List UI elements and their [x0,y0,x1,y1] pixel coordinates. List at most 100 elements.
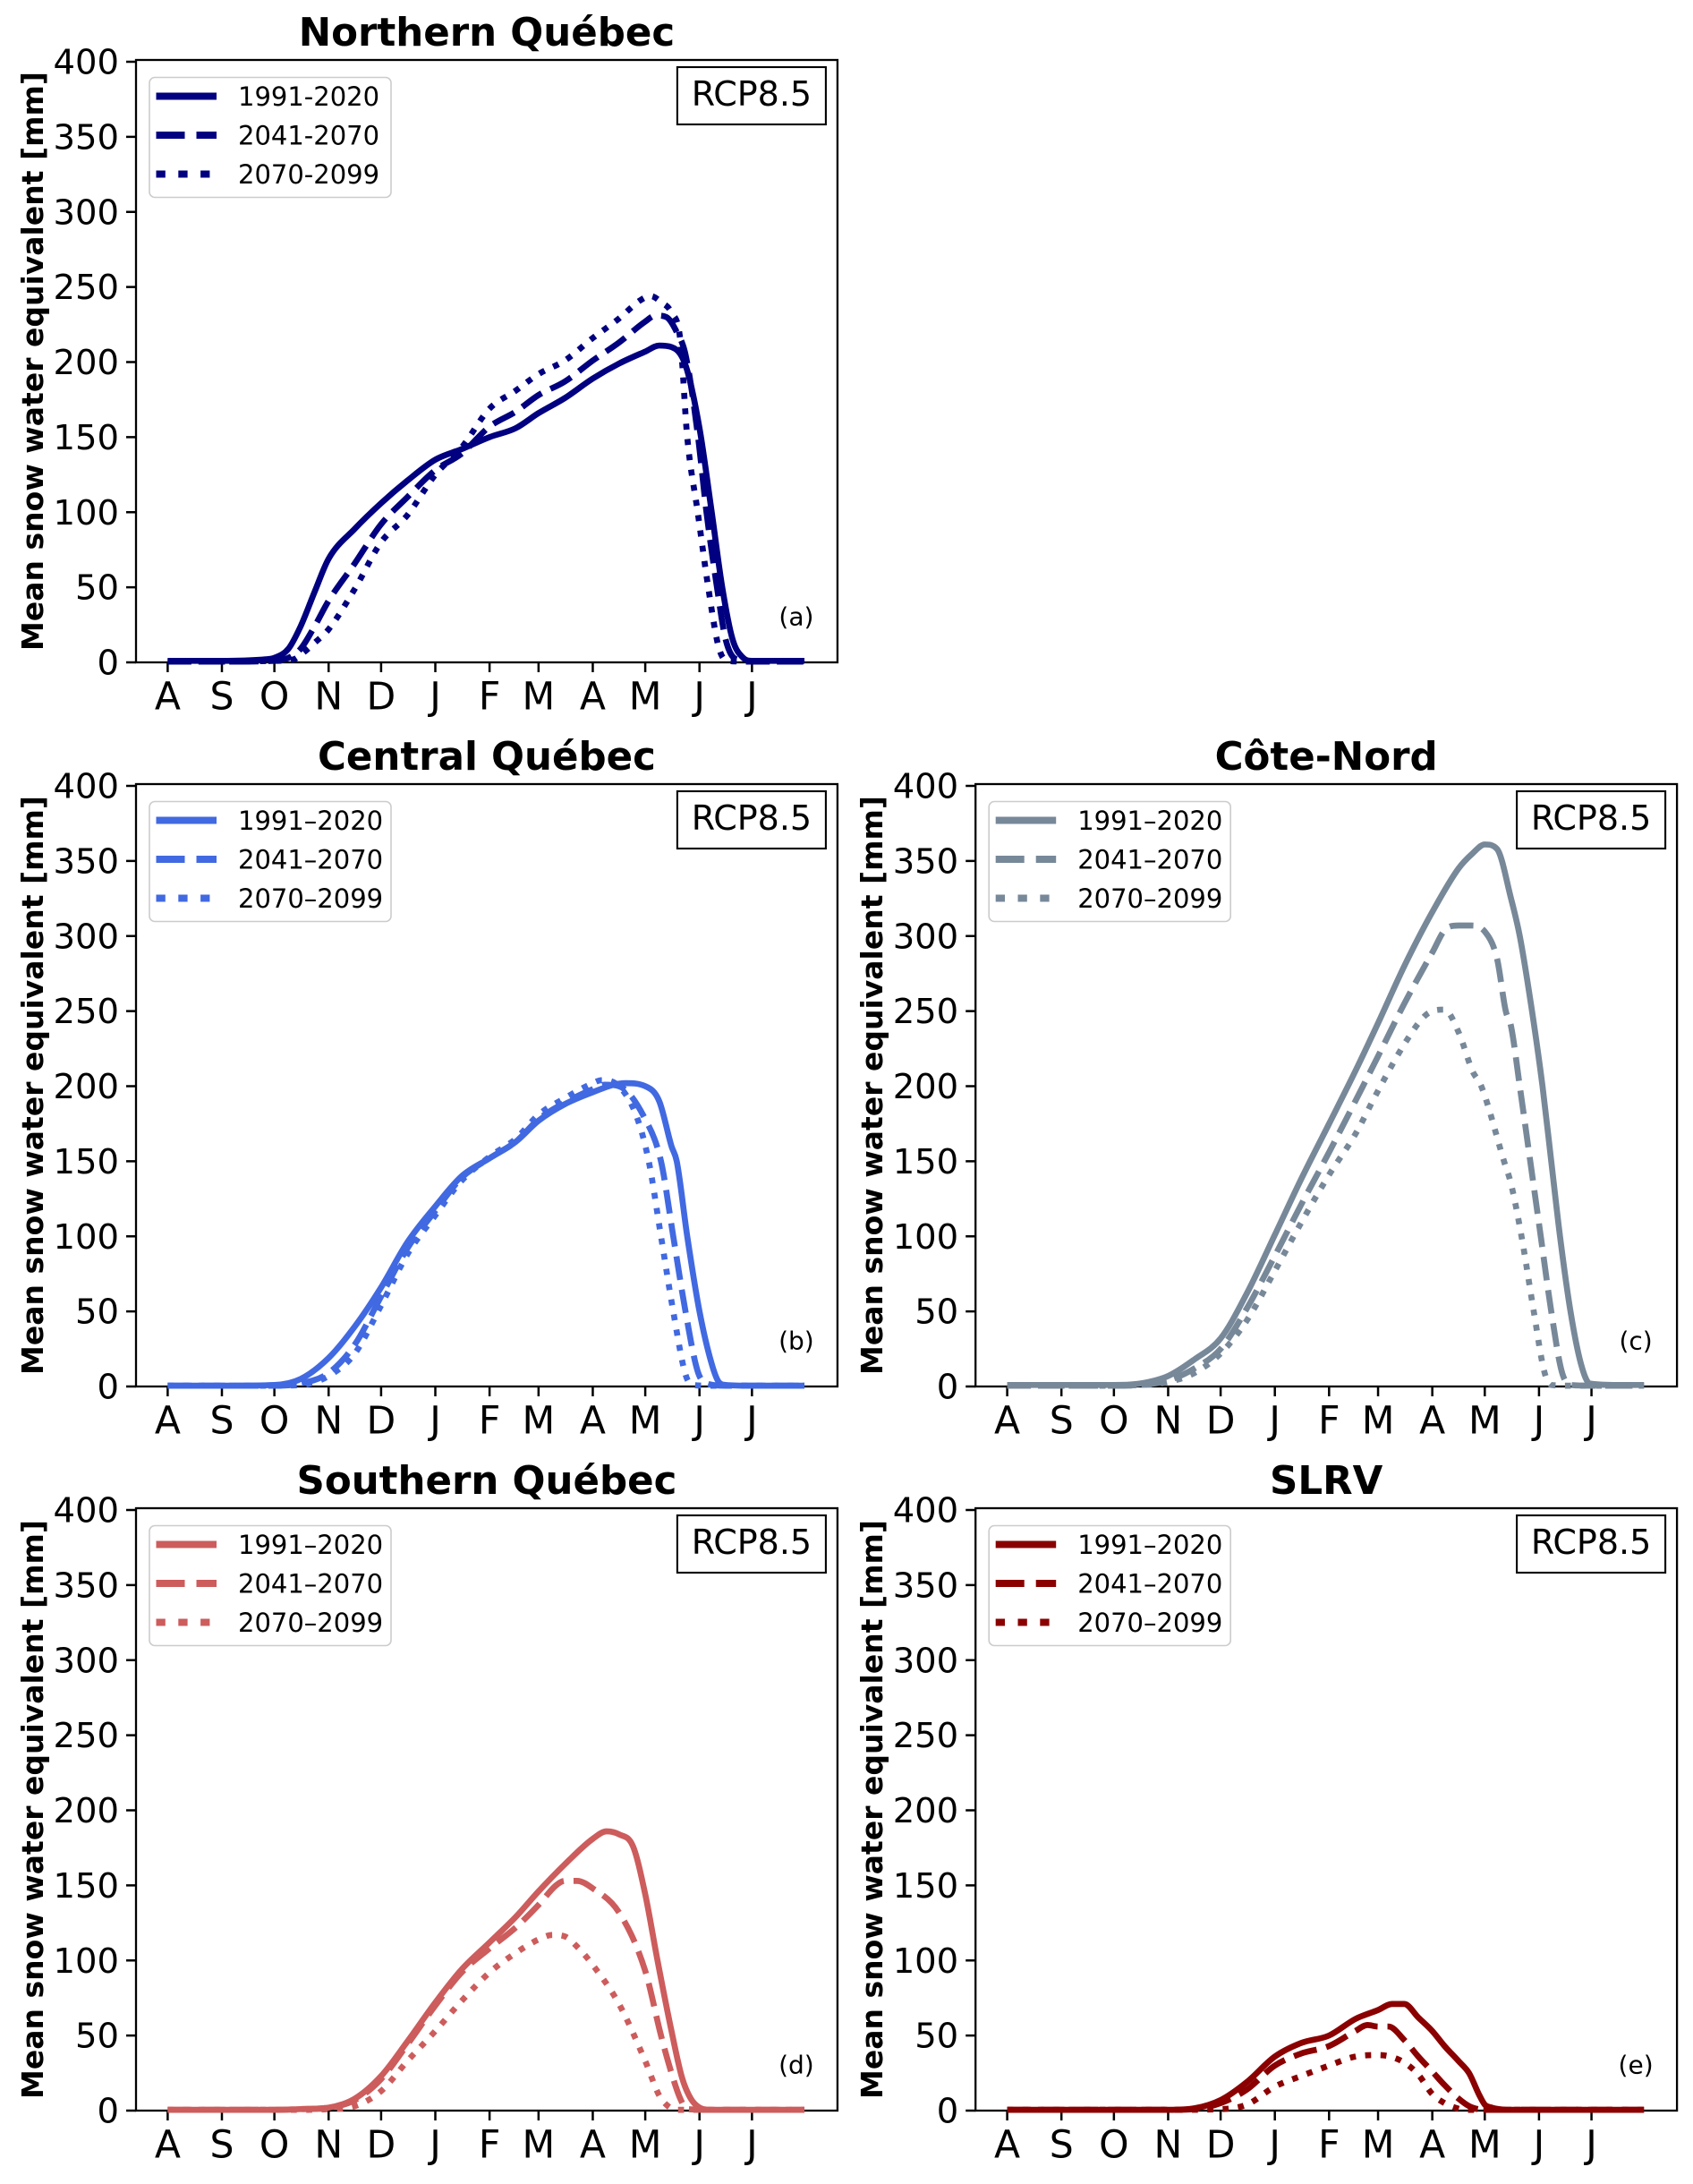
y-tick-label: 150 [54,1866,120,1907]
x-tick-label: O [259,676,289,720]
x-tick-label: F [1318,2124,1340,2168]
series-line-solid [167,1828,805,2113]
x-tick-label: S [209,676,234,720]
y-tick-label: 400 [54,43,120,83]
scenario-label: RCP8.5 [692,1523,812,1562]
y-tick-label: 300 [893,1641,959,1681]
y-tick-label: 50 [915,1292,958,1333]
series-line-dotted [1007,1006,1645,1389]
scenario-box [1516,1514,1667,1574]
legend-label: 1991–2020 [1077,806,1222,836]
legend-box [988,1524,1231,1647]
y-tick-label: 0 [937,1368,959,1408]
series-line-dotted [167,1077,805,1389]
series-line-dashed [1007,2022,1645,2113]
y-tick-label: 350 [893,1565,959,1606]
x-tick-label: J [1266,1400,1280,1444]
legend-label: 1991-2020 [238,81,379,112]
x-tick-label: D [1206,1400,1236,1444]
y-tick-label: 150 [893,1142,959,1182]
scenario-box [1516,789,1667,850]
x-tick-label: A [994,2124,1020,2168]
x-tick-label: J [744,676,758,720]
legend-label: 2070-2099 [238,159,379,190]
x-tick-label: M [629,1400,662,1444]
legend-label: 2041-2070 [238,121,379,151]
y-tick-label: 300 [54,917,120,957]
y-tick-label: 250 [54,1716,120,1756]
legend-label: 2041–2070 [238,1569,383,1600]
panel-b: Central Québec Mean snow water equivalent… [15,735,839,1444]
x-tick-label: N [1154,2124,1183,2168]
x-tick-label: J [691,2124,705,2168]
y-tick-label: 350 [54,841,120,882]
scenario-label: RCP8.5 [1531,798,1651,838]
y-tick-label: 100 [54,1941,120,1982]
y-tick-label: 250 [893,992,959,1032]
scenario-box [676,789,827,850]
legend-label: 2041–2070 [1077,845,1222,875]
y-tick-label: 200 [54,343,120,383]
panel-letter: (e) [1619,2051,1654,2080]
panel-a: Northern Québec Mean snow water equivalen… [15,11,839,720]
y-tick-label: 300 [54,1641,120,1681]
y-axis-label: Mean snow water equivalent [mm] [15,1520,50,2099]
x-tick-label: J [744,2124,758,2168]
legend-box [149,76,392,199]
x-tick-label: J [691,676,705,720]
series-line-dashed [1007,922,1645,1389]
y-tick-label: 400 [54,1491,120,1531]
x-tick-label: F [1318,1400,1340,1444]
panel-title: Southern Québec [297,1459,677,1504]
panel-d: Southern Québec Mean snow water equivalen… [15,1459,839,2168]
y-tick-label: 200 [54,1067,120,1107]
legend-box [988,800,1231,923]
legend-label: 1991–2020 [1077,1530,1222,1560]
x-tick-label: A [580,676,606,720]
x-tick-label: N [314,676,343,720]
y-axis-label: Mean snow water equivalent [mm] [15,796,50,1375]
x-tick-label: O [259,2124,289,2168]
y-tick-label: 150 [54,1142,120,1182]
legend-label: 2070–2099 [1077,883,1222,914]
x-tick-label: M [629,676,662,720]
y-tick-label: 150 [54,418,120,458]
x-tick-label: M [1362,2124,1395,2168]
y-tick-label: 250 [893,1716,959,1756]
x-tick-label: A [1419,1400,1445,1444]
series-line-dashed [167,312,805,665]
y-tick-label: 150 [893,1866,959,1907]
x-tick-label: D [1206,2124,1236,2168]
y-tick-label: 50 [75,2017,119,2057]
x-tick-label: N [314,2124,343,2168]
panel-title: Central Québec [318,735,656,780]
x-tick-label: S [1050,2124,1074,2168]
series-line-dashed [167,1081,805,1389]
series-line-dotted [1007,2052,1645,2113]
x-tick-label: M [523,2124,556,2168]
x-tick-label: N [1154,1400,1183,1444]
y-axis-label: Mean snow water equivalent [mm] [15,72,50,651]
scenario-box [676,1514,827,1574]
legend-label: 2070–2099 [238,1608,383,1638]
scenario-label: RCP8.5 [692,798,812,838]
y-tick-label: 300 [54,192,120,233]
y-tick-label: 400 [893,1491,959,1531]
x-tick-label: A [155,2124,181,2168]
x-tick-label: F [479,2124,500,2168]
x-tick-label: N [314,1400,343,1444]
series-line-solid [1007,2001,1645,2113]
series-line-solid [1007,841,1645,1388]
x-tick-label: S [209,2124,234,2168]
legend-label: 2041–2070 [1077,1569,1222,1600]
y-tick-label: 100 [54,1217,120,1258]
y-tick-label: 100 [893,1217,959,1258]
scenario-label: RCP8.5 [692,74,812,114]
y-tick-label: 50 [75,1292,119,1333]
x-tick-label: A [155,676,181,720]
panel-title: SLRV [1270,1459,1383,1504]
x-tick-label: J [427,676,441,720]
y-axis-label: Mean snow water equivalent [mm] [855,796,889,1375]
panel-title: Côte-Nord [1215,735,1438,780]
